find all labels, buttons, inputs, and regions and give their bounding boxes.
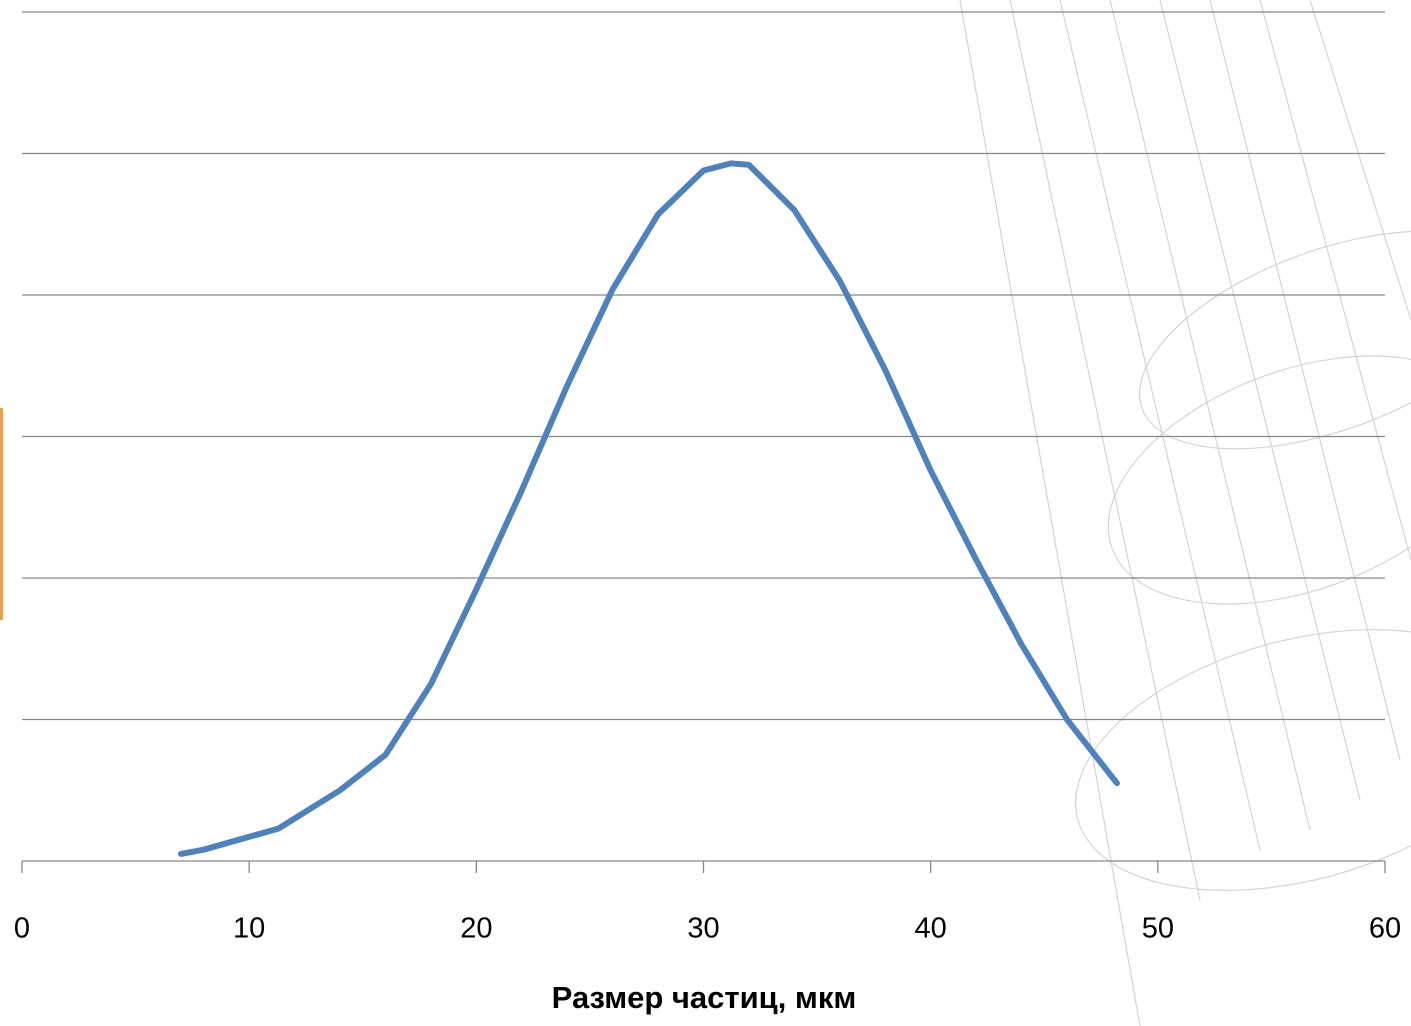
x-tick-label: 10 [233,913,265,945]
x-axis-label: Размер частиц, мкм [552,980,857,1015]
edge-accent [0,408,3,620]
x-tick-label: 60 [1369,913,1401,945]
deco-ring [1107,355,1411,605]
background-decoration [959,0,1411,1026]
deco-ring [1075,629,1411,891]
x-tick-label: 40 [915,913,947,945]
x-tick-label: 50 [1142,913,1174,945]
data-line [178,160,1120,857]
x-tick-label: 0 [14,913,30,945]
deco-ring [1138,230,1411,450]
x-tick-label: 30 [687,913,719,945]
deco-lines [959,0,1411,1026]
x-tick-label: 20 [460,913,492,945]
